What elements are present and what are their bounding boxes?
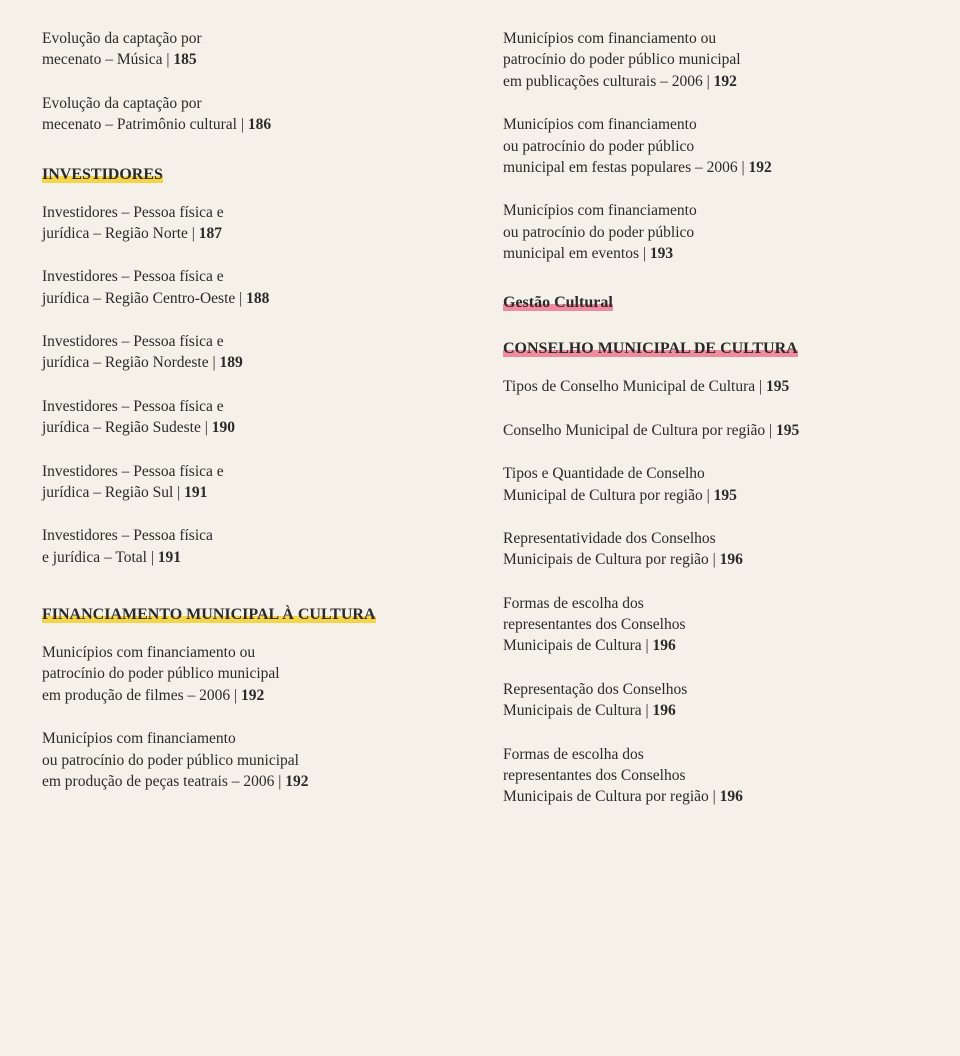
- page-number: 190: [212, 419, 235, 436]
- toc-line: Tipos e Quantidade de Conselho: [503, 463, 918, 484]
- toc-entry: Conselho Municipal de Cultura por região…: [503, 420, 918, 441]
- toc-line: Representação dos Conselhos: [503, 679, 918, 700]
- page-number: 196: [652, 637, 675, 654]
- toc-entry: Investidores – Pessoa física ejurídica –…: [42, 396, 457, 439]
- toc-line: Municipais de Cultura | 196: [503, 700, 918, 721]
- page-number: 191: [158, 549, 181, 566]
- toc-line: Conselho Municipal de Cultura por região…: [503, 420, 918, 441]
- toc-line: Municipais de Cultura | 196: [503, 635, 918, 656]
- toc-line: mecenato – Música | 185: [42, 49, 457, 70]
- toc-line: patrocínio do poder público municipal: [503, 49, 918, 70]
- left-column: Evolução da captação pormecenato – Músic…: [42, 28, 457, 1028]
- toc-entry: Formas de escolha dosrepresentantes dos …: [503, 593, 918, 657]
- toc-line: Municípios com financiamento ou: [503, 28, 918, 49]
- toc-line: Evolução da captação por: [42, 93, 457, 114]
- toc-line: Investidores – Pessoa física e: [42, 266, 457, 287]
- toc-line: jurídica – Região Centro-Oeste | 188: [42, 288, 457, 309]
- page-number: 192: [285, 773, 308, 790]
- page-number: 195: [776, 422, 799, 439]
- toc-entry: Tipos de Conselho Municipal de Cultura |…: [503, 376, 918, 397]
- toc-line: Investidores – Pessoa física: [42, 525, 457, 546]
- toc-line: Representatividade dos Conselhos: [503, 528, 918, 549]
- toc-entry: Investidores – Pessoa físicae jurídica –…: [42, 525, 457, 568]
- toc-line: jurídica – Região Sudeste | 190: [42, 417, 457, 438]
- toc-line: Municípios com financiamento: [503, 114, 918, 135]
- toc-line: municipal em eventos | 193: [503, 243, 918, 264]
- toc-line: ou patrocínio do poder público municipal: [42, 750, 457, 771]
- toc-entry: Evolução da captação pormecenato – Patri…: [42, 93, 457, 136]
- toc-entry: Representatividade dos ConselhosMunicipa…: [503, 528, 918, 571]
- toc-line: Investidores – Pessoa física e: [42, 331, 457, 352]
- toc-line: Formas de escolha dos: [503, 744, 918, 765]
- page-number: 188: [246, 290, 269, 307]
- page-number: 196: [720, 788, 743, 805]
- toc-line: representantes dos Conselhos: [503, 765, 918, 786]
- toc-entry: Investidores – Pessoa física ejurídica –…: [42, 266, 457, 309]
- toc-line: Municipais de Cultura por região | 196: [503, 549, 918, 570]
- toc-line: mecenato – Patrimônio cultural | 186: [42, 114, 457, 135]
- page-number: 187: [199, 225, 222, 242]
- page-number: 192: [714, 73, 737, 90]
- toc-entry: Evolução da captação pormecenato – Músic…: [42, 28, 457, 71]
- toc-entry: Investidores – Pessoa física ejurídica –…: [42, 331, 457, 374]
- page-number: 196: [720, 551, 743, 568]
- toc-line: representantes dos Conselhos: [503, 614, 918, 635]
- toc-line: patrocínio do poder público municipal: [42, 663, 457, 684]
- toc-line: Municípios com financiamento: [42, 728, 457, 749]
- toc-entry: Investidores – Pessoa física ejurídica –…: [42, 202, 457, 245]
- toc-line: jurídica – Região Norte | 187: [42, 223, 457, 244]
- page-number: 193: [650, 245, 673, 262]
- toc-entry: Investidores – Pessoa física ejurídica –…: [42, 461, 457, 504]
- page-number: 196: [652, 702, 675, 719]
- toc-line: em produção de filmes – 2006 | 192: [42, 685, 457, 706]
- toc-entry: Municípios com financiamentoou patrocíni…: [503, 114, 918, 178]
- toc-line: Investidores – Pessoa física e: [42, 202, 457, 223]
- page-number: 195: [714, 487, 737, 504]
- toc-line: jurídica – Região Nordeste | 189: [42, 352, 457, 373]
- toc-line: em publicações culturais – 2006 | 192: [503, 71, 918, 92]
- toc-line: Investidores – Pessoa física e: [42, 396, 457, 417]
- toc-line: Evolução da captação por: [42, 28, 457, 49]
- page-number: 189: [219, 354, 242, 371]
- toc-line: Investidores – Pessoa física e: [42, 461, 457, 482]
- toc-line: em produção de peças teatrais – 2006 | 1…: [42, 771, 457, 792]
- page-number: 186: [248, 116, 271, 133]
- toc-line: Formas de escolha dos: [503, 593, 918, 614]
- page-number: 191: [184, 484, 207, 501]
- toc-line: Municipais de Cultura por região | 196: [503, 786, 918, 807]
- toc-line: Municípios com financiamento ou: [42, 642, 457, 663]
- toc-entry: Municípios com financiamento oupatrocíni…: [42, 642, 457, 706]
- toc-entry: Municípios com financiamento oupatrocíni…: [503, 28, 918, 92]
- right-column: Municípios com financiamento oupatrocíni…: [503, 28, 918, 1028]
- toc-line: e jurídica – Total | 191: [42, 547, 457, 568]
- toc-line: municipal em festas populares – 2006 | 1…: [503, 157, 918, 178]
- page-number: 195: [766, 378, 789, 395]
- toc-line: Municípios com financiamento: [503, 200, 918, 221]
- heading-financiamento: FINANCIAMENTO MUNICIPAL À CULTURA: [42, 606, 376, 624]
- toc-line: ou patrocínio do poder público: [503, 136, 918, 157]
- toc-entry: Municípios com financiamentoou patrocíni…: [42, 728, 457, 792]
- page-number: 185: [173, 51, 196, 68]
- heading-gestao-cultural: Gestão Cultural: [503, 294, 613, 312]
- toc-line: ou patrocínio do poder público: [503, 222, 918, 243]
- toc-line: Tipos de Conselho Municipal de Cultura |…: [503, 376, 918, 397]
- page-number: 192: [241, 687, 264, 704]
- toc-entry: Formas de escolha dosrepresentantes dos …: [503, 744, 918, 808]
- toc-line: jurídica – Região Sul | 191: [42, 482, 457, 503]
- heading-investidores: INVESTIDORES: [42, 166, 163, 184]
- page-number: 192: [748, 159, 771, 176]
- toc-entry: Municípios com financiamentoou patrocíni…: [503, 200, 918, 264]
- toc-line: Municipal de Cultura por região | 195: [503, 485, 918, 506]
- heading-conselho: CONSELHO MUNICIPAL DE CULTURA: [503, 340, 798, 358]
- toc-entry: Representação dos ConselhosMunicipais de…: [503, 679, 918, 722]
- toc-entry: Tipos e Quantidade de ConselhoMunicipal …: [503, 463, 918, 506]
